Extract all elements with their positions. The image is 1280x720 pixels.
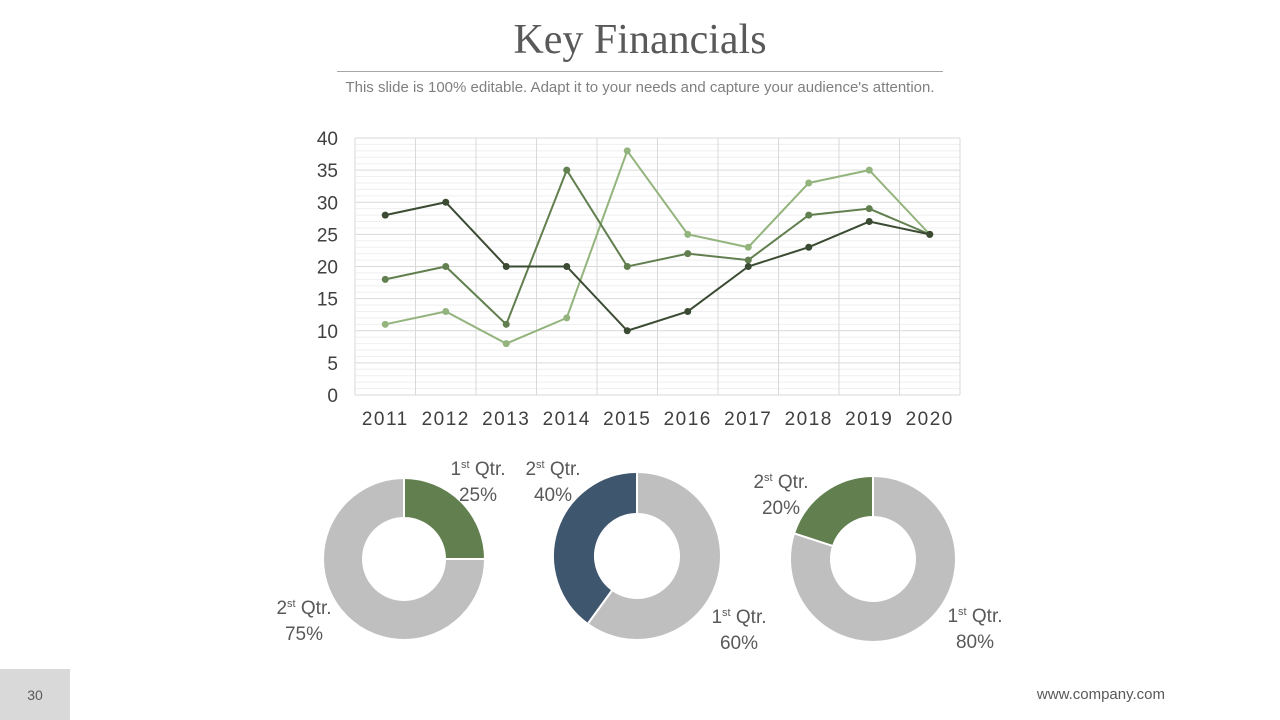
series-point	[805, 211, 813, 219]
series-point	[744, 256, 752, 264]
series-point	[684, 250, 692, 258]
series-point	[865, 218, 873, 226]
y-tick-label: 10	[317, 322, 338, 343]
series-point	[381, 211, 389, 219]
slide-title: Key Financials	[513, 17, 767, 63]
series-point	[442, 307, 450, 315]
y-tick-label: 15	[317, 290, 338, 311]
donut3-label-q2: 2st Qtr. 20%	[753, 472, 809, 519]
series-point	[744, 263, 752, 270]
y-tick-label: 25	[317, 225, 338, 246]
series-point	[381, 320, 389, 328]
series-point	[865, 166, 873, 174]
donut-slice	[789, 474, 957, 643]
page-number: 30	[0, 669, 70, 720]
series-point	[684, 307, 692, 315]
series-point	[381, 275, 389, 283]
x-tick-label: 2014	[543, 409, 591, 430]
series-point	[744, 243, 752, 251]
x-tick-label: 2016	[664, 409, 712, 430]
y-tick-label: 20	[317, 258, 338, 279]
series-point	[502, 320, 510, 328]
series-line	[385, 167, 931, 327]
series-point	[623, 327, 631, 335]
footer-url[interactable]: www.company.com	[1036, 686, 1165, 703]
y-tick-label: 35	[317, 161, 338, 182]
donut1-label-q1: 1st Qtr. 25%	[450, 459, 506, 506]
donut2-label-q1: 1st Qtr. 60%	[711, 607, 767, 654]
series-point	[865, 205, 873, 213]
series-point	[563, 314, 571, 322]
slide-subtitle: This slide is 100% editable. Adapt it to…	[345, 79, 935, 96]
y-tick-label: 40	[317, 129, 338, 150]
series-point	[502, 263, 510, 270]
series-point	[623, 147, 631, 155]
donut-slice	[792, 474, 874, 548]
x-tick-label: 2019	[845, 409, 893, 430]
series-point	[442, 198, 450, 206]
x-tick-label: 2017	[724, 409, 772, 430]
donut3-label-q1: 1st Qtr. 80%	[947, 606, 1003, 653]
x-tick-label: 2011	[362, 409, 409, 430]
series-point	[563, 166, 571, 174]
x-tick-label: 2012	[422, 409, 470, 430]
x-tick-label: 2015	[603, 409, 651, 430]
x-tick-label: 2018	[785, 409, 833, 430]
donut2-label-q2: 2st Qtr. 40%	[525, 459, 581, 506]
y-tick-label: 0	[327, 386, 338, 407]
series-point	[502, 340, 510, 348]
x-tick-label: 2013	[482, 409, 530, 430]
series-line	[385, 201, 930, 332]
series-point	[684, 230, 692, 238]
series-point	[442, 263, 450, 270]
donut1-label-q2: 2st Qtr. 75%	[276, 598, 332, 645]
y-tick-label: 30	[317, 193, 338, 214]
y-tick-label: 5	[327, 354, 338, 375]
title-divider	[337, 71, 943, 72]
page-number-text: 30	[27, 686, 43, 703]
series-point	[563, 263, 571, 270]
donut-slice	[586, 470, 722, 641]
series-point	[805, 179, 813, 187]
donut-slice	[322, 476, 487, 641]
series-point	[805, 243, 813, 251]
series-line	[385, 148, 931, 345]
series-point	[926, 230, 934, 238]
series-point	[623, 263, 631, 270]
x-tick-label: 2020	[906, 409, 954, 430]
donut-slice	[552, 470, 638, 626]
